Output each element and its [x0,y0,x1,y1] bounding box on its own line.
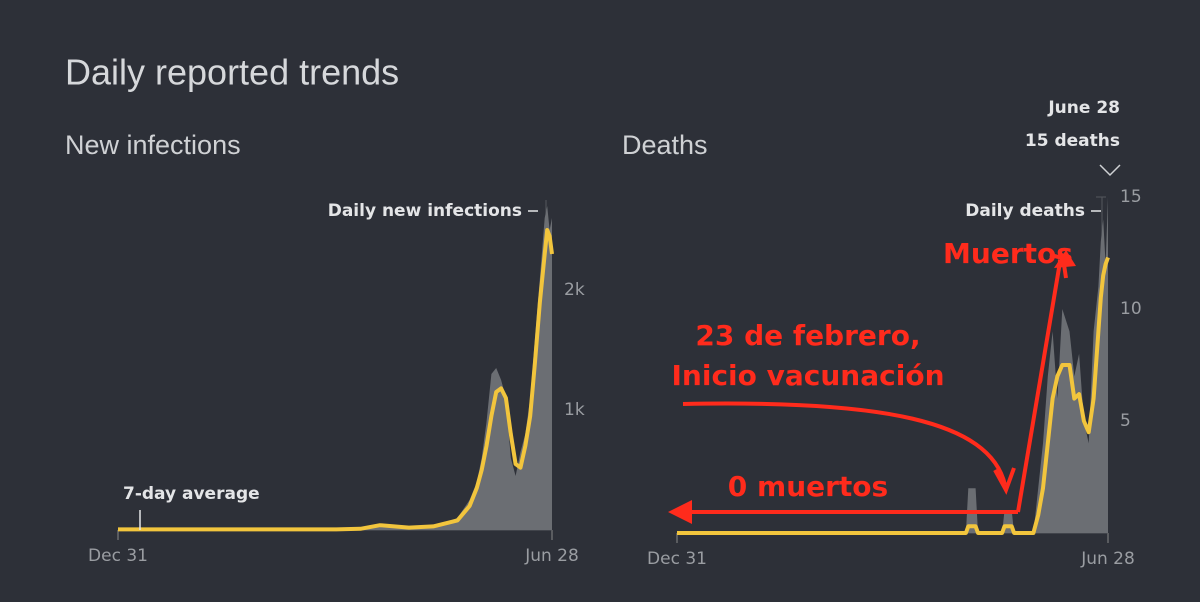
x-tick-label: Jun 28 [1080,549,1135,569]
page-title: Daily reported trends [65,52,399,93]
chart-title: Deaths [622,130,708,160]
arrowhead [668,500,692,524]
series-label: Daily new infections [328,201,522,221]
chart: 5 10 15 Dec 31 Jun 28 Daily deaths June 28 15 d… [647,98,1142,569]
area [118,206,552,530]
line [118,228,554,532]
chevron [1099,164,1121,177]
annotation: Muertos [943,237,1073,270]
series-label: Daily deaths [965,201,1085,221]
arrow-curve [682,401,1007,486]
y-tick-label: 15 [1120,187,1142,207]
y-tick-label: 5 [1120,411,1131,431]
annotation: 0 muertos [728,470,888,503]
x-tick-label: Jun 28 [524,546,579,566]
arrowhead [1054,250,1076,268]
chart: 1k 2k Dec 31 Jun 28 Daily new infections 7-da… [88,200,585,566]
annotation: 23 de febrero, [695,319,920,352]
annotation: Inicio vacunación [672,359,945,392]
x-tick-label: Dec 31 [647,549,707,569]
area [677,197,1108,533]
annotation: June 28 [1047,98,1120,118]
annotation: 15 deaths [1025,131,1120,151]
series-label: 7-day average [123,484,260,504]
y-tick-label: 1k [564,400,585,420]
plots: 1k 2k Dec 31 Jun 28 Daily new infections 7-da… [88,98,1142,569]
y-tick-label: 2k [564,280,585,300]
chart-title: New infections [65,130,241,160]
line [677,256,1110,535]
arrowhead [993,467,1016,495]
x-tick-label: Dec 31 [88,546,148,566]
red-arrows [680,253,1068,514]
y-tick-label: 10 [1120,299,1142,319]
arrow-up [1016,261,1062,513]
